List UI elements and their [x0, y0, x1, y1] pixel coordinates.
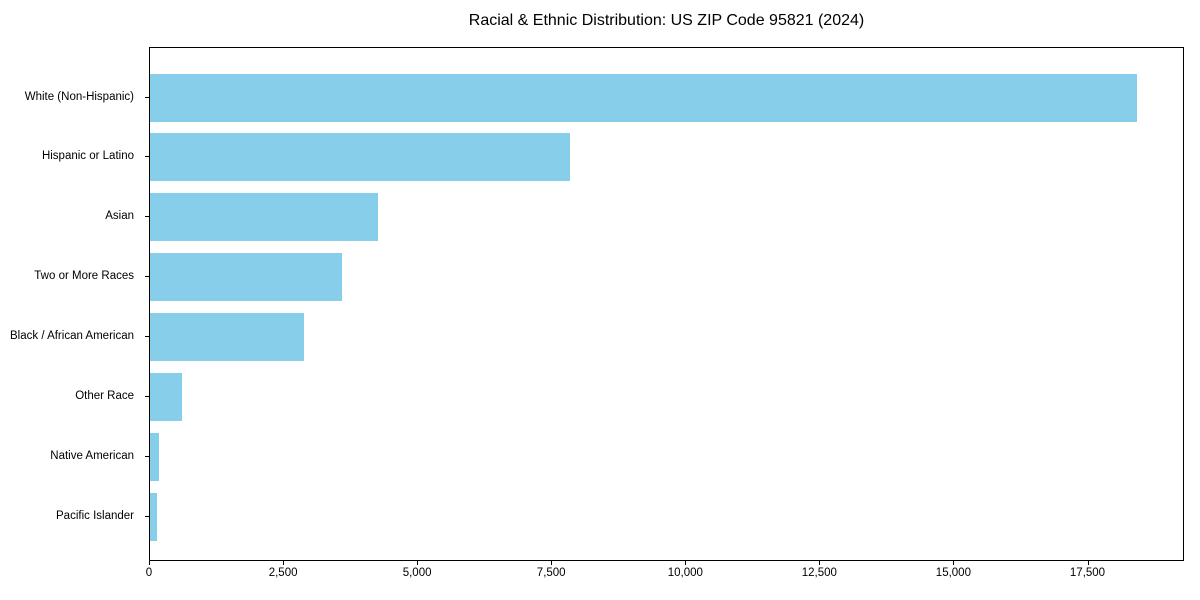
bar-pacific-islander: [150, 492, 157, 541]
y-tick-label: Pacific Islander: [56, 509, 134, 522]
x-tick-mark: [551, 561, 553, 565]
y-tick-mark: [145, 396, 149, 397]
x-tick-mark: [685, 561, 687, 565]
bar-other-race: [150, 373, 182, 421]
y-tick-mark: [145, 455, 149, 457]
y-tick-label: Black / African American: [10, 330, 134, 343]
y-tick-mark: [145, 216, 149, 218]
x-tick-label: 17,500: [1069, 567, 1106, 579]
bar-hispanic-or-latino: [150, 133, 571, 182]
x-tick-label: 15,000: [935, 567, 971, 579]
bar-black-african-american: [150, 313, 305, 362]
y-tick-label: White (Non-Hispanic): [24, 90, 134, 103]
y-tick-label: Other Race: [75, 390, 134, 402]
y-tick-mark: [145, 515, 149, 517]
bar-native-american: [150, 432, 160, 481]
bar-two-or-more-races: [150, 253, 342, 302]
x-tick-mark: [819, 561, 821, 565]
y-tick-label: Two or More Races: [34, 270, 134, 283]
x-tick-mark: [953, 561, 955, 565]
x-tick-label: 10,000: [667, 567, 703, 579]
x-tick-label: 12,500: [801, 567, 837, 579]
y-tick-label: Asian: [105, 210, 134, 223]
x-tick-mark: [149, 561, 150, 565]
chart-title: Racial & Ethnic Distribution: US ZIP Cod…: [468, 12, 865, 29]
x-tick-mark: [417, 561, 419, 565]
x-tick-label: 7,500: [536, 567, 566, 579]
y-tick-label: Hispanic or Latino: [41, 150, 134, 163]
y-tick-mark: [145, 156, 149, 158]
x-tick-mark: [283, 561, 285, 565]
plot-area: [149, 47, 1184, 561]
x-tick-label: 5,000: [402, 567, 432, 579]
y-tick-mark: [145, 276, 149, 278]
x-tick-mark: [1087, 561, 1089, 565]
bar-asian: [150, 193, 378, 242]
y-tick-mark: [145, 96, 149, 98]
x-tick-label: 0: [145, 567, 153, 579]
y-tick-label: Native American: [50, 449, 134, 462]
x-tick-label: 2,500: [268, 567, 298, 579]
y-tick-mark: [145, 336, 149, 338]
bar-white-non-hispanic: [150, 73, 1137, 122]
